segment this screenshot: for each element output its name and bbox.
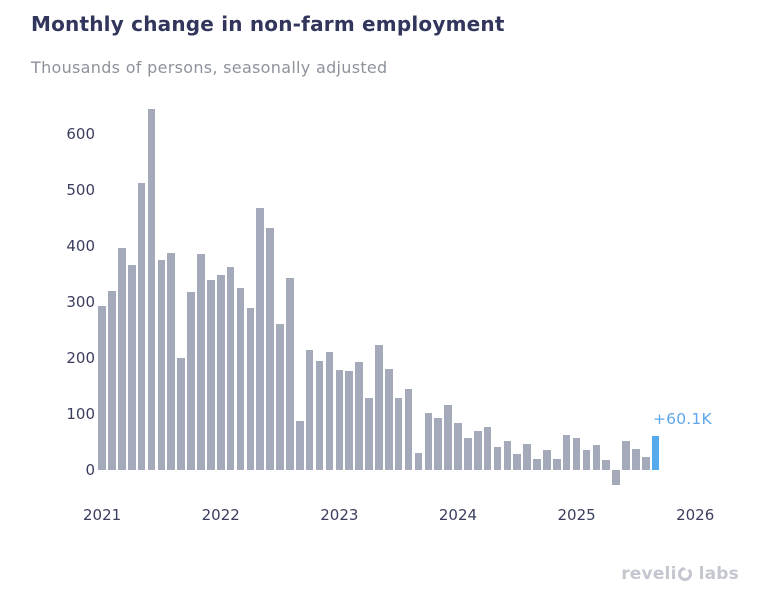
bar[interactable] [207,280,215,470]
chart-title: Monthly change in non-farm employment [31,12,505,36]
x-axis-year-label: 2023 [320,506,359,524]
logo-text-reveli: reveli [621,564,677,584]
bar[interactable] [533,459,541,470]
bar[interactable] [553,459,561,470]
bar[interactable] [572,437,581,470]
x-axis-year-label: 2022 [201,506,240,524]
logo-o-icon [677,567,692,581]
bar[interactable] [127,265,136,470]
x-axis-year-label: 2021 [83,506,122,524]
bar[interactable] [612,470,620,486]
bar[interactable] [325,352,334,470]
y-axis-tick-label: 500 [66,181,95,199]
bar[interactable] [167,252,176,470]
bar[interactable] [483,427,492,470]
bar[interactable] [187,292,195,470]
bar[interactable] [632,449,640,470]
bar[interactable] [503,440,512,470]
y-axis-tick-label: 300 [66,293,95,311]
bar[interactable] [454,422,462,470]
chart-subtitle: Thousands of persons, seasonally adjuste… [31,58,388,77]
bar[interactable] [305,350,314,470]
bar[interactable] [157,260,166,470]
bar[interactable] [315,360,324,470]
bar[interactable] [177,358,185,470]
x-axis-year-label: 2025 [557,506,596,524]
bar[interactable] [216,275,225,470]
bar-highlighted-latest[interactable] [651,436,660,470]
bar[interactable] [513,454,522,470]
bar[interactable] [473,430,482,470]
bar[interactable] [256,208,265,470]
bar[interactable] [147,108,156,470]
bar[interactable] [562,434,571,470]
bar[interactable] [543,449,551,470]
bar[interactable] [394,398,403,470]
bar[interactable] [404,389,413,470]
bar[interactable] [464,437,472,470]
bar[interactable] [365,397,373,470]
bar[interactable] [434,417,442,470]
y-axis-tick-label: 400 [66,237,95,255]
y-axis-tick-label: 100 [66,405,95,423]
last-bar-value-label: +60.1K [653,410,712,428]
bar[interactable] [345,370,354,470]
x-axis-year-label: 2026 [676,506,715,524]
bar[interactable] [118,247,126,470]
bar[interactable] [108,290,116,470]
bar[interactable] [355,362,363,470]
bar[interactable] [197,254,205,470]
bar[interactable] [493,447,502,470]
bar[interactable] [414,452,423,470]
bar[interactable] [592,444,601,470]
bar[interactable] [296,420,304,470]
bar[interactable] [582,450,591,470]
x-axis-year-label: 2024 [438,506,478,524]
bar[interactable] [622,440,630,470]
bar[interactable] [424,412,433,470]
bar[interactable] [98,306,106,470]
y-axis-tick-label: 600 [66,125,95,143]
bar[interactable] [375,345,383,470]
logo-text-labs: labs [698,564,739,584]
bar[interactable] [266,228,274,470]
bar[interactable] [236,288,245,470]
bar[interactable] [137,182,146,470]
bar[interactable] [226,266,235,470]
bar[interactable] [641,457,650,470]
bar[interactable] [286,278,294,470]
bar[interactable] [335,369,344,470]
y-axis-tick-label: 200 [66,349,95,367]
bar[interactable] [602,460,611,470]
revelio-labs-logo: reveli labs [621,564,739,584]
y-axis-tick-label: 0 [85,461,95,479]
bar[interactable] [444,405,452,470]
bar[interactable] [384,369,393,470]
bar[interactable] [246,308,255,470]
bar[interactable] [276,323,284,470]
bar[interactable] [523,444,531,470]
